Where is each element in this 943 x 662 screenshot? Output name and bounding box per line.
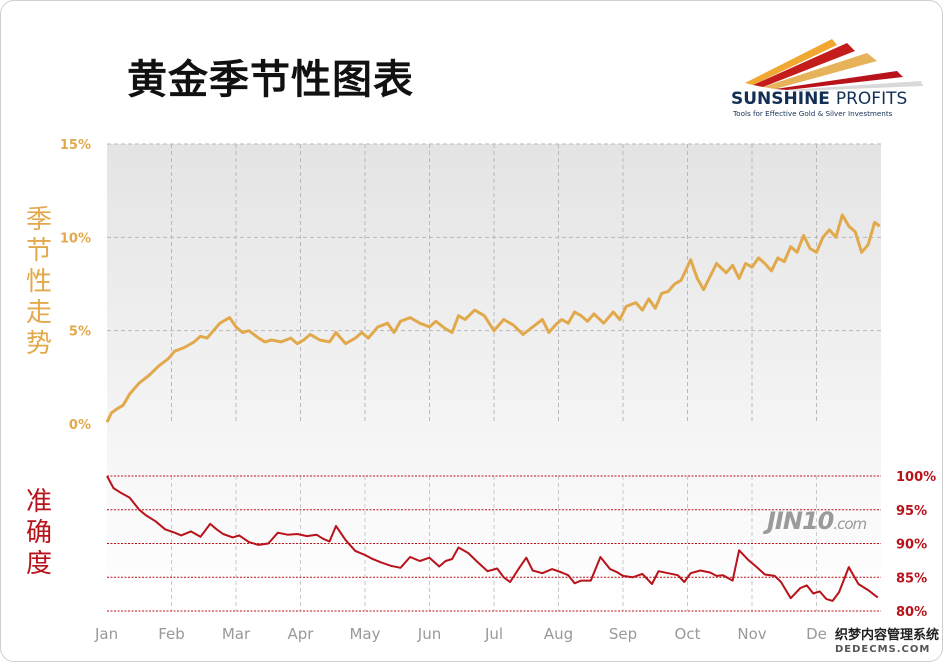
accuracy-axis-label: 准确度	[25, 487, 52, 579]
bottom-y-tick-label: 80%	[896, 605, 927, 620]
bottom-y-tick-label: 100%	[896, 470, 936, 485]
accuracy-line	[106, 475, 879, 602]
top-y-tick-label: 15%	[60, 138, 91, 153]
top-y-tick-label: 10%	[60, 231, 91, 246]
x-tick-label: Jul	[484, 625, 503, 643]
logo-name: SUNSHINE PROFITS	[731, 89, 908, 109]
bottom-y-tick-label: 95%	[896, 504, 927, 519]
x-tick-label: Sep	[609, 625, 637, 643]
top-y-tick-label: 0%	[69, 418, 91, 433]
x-tick-label: Mar	[222, 625, 251, 643]
x-tick-label: Nov	[737, 625, 766, 643]
sun-rays-logo-icon	[745, 39, 923, 91]
seasonal-trend-axis-label: 季节性走势	[25, 205, 52, 359]
x-tick-label: May	[349, 625, 380, 643]
x-tick-label: Feb	[158, 625, 185, 643]
x-tick-label: Oct	[675, 625, 701, 643]
x-tick-label: De	[806, 625, 827, 643]
x-tick-label: Jan	[94, 625, 118, 643]
sunshine-profits-logo: SUNSHINE PROFITS Tools for Effective Gol…	[727, 31, 927, 126]
x-tick-label: Aug	[544, 625, 573, 643]
site-badge: 织梦内容管理系统 DEDECMS.COM	[835, 628, 940, 657]
chart-title: 黄金季节性图表	[127, 56, 414, 103]
x-tick-label: Apr	[288, 625, 315, 643]
x-tick-label: Jun	[417, 625, 441, 643]
seasonal-trend-line	[105, 213, 881, 423]
bottom-y-tick-label: 85%	[896, 571, 927, 586]
jin10-watermark: JIN10.com	[767, 507, 867, 535]
logo-tagline: Tools for Effective Gold & Silver Invest…	[733, 109, 893, 118]
bottom-y-tick-label: 90%	[896, 538, 927, 553]
top-y-tick-label: 5%	[69, 325, 91, 340]
